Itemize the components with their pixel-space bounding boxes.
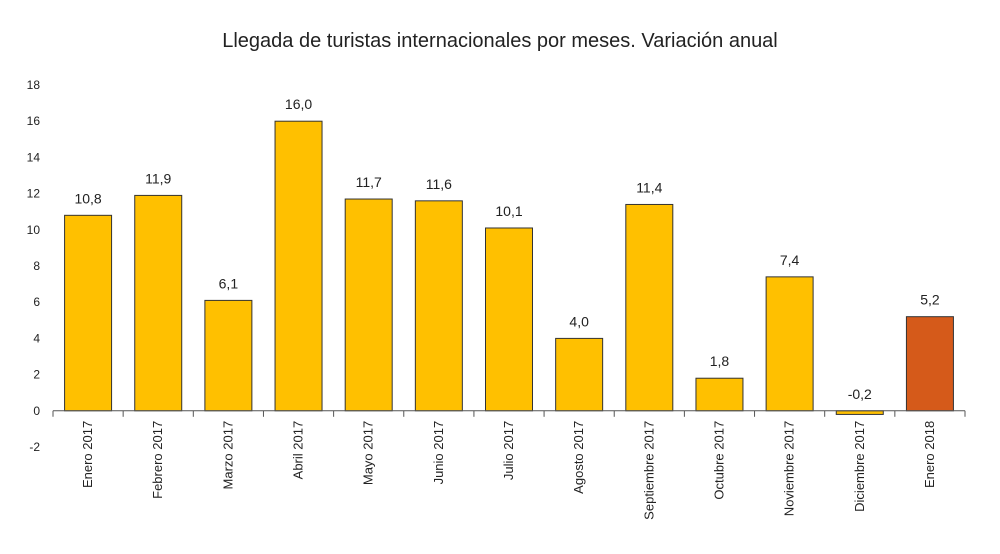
- y-tick-label: 16: [27, 114, 41, 128]
- x-tick-label: Abril 2017: [291, 421, 306, 480]
- bar: [905, 316, 954, 412]
- x-tick-label: Febrero 2017: [150, 421, 165, 499]
- x-tick-label: Enero 2018: [922, 421, 937, 488]
- bar: [414, 200, 463, 412]
- x-tick-label: Diciembre 2017: [852, 421, 867, 512]
- x-tick-label: Julio 2017: [501, 421, 516, 480]
- x-tick-label: Mayo 2017: [361, 421, 376, 485]
- data-label: 6,1: [219, 275, 239, 291]
- y-tick-label: 18: [27, 78, 41, 92]
- bar: [485, 227, 533, 412]
- x-tick-label: Noviembre 2017: [782, 421, 797, 516]
- bar: [765, 276, 814, 412]
- chart-title: Llegada de turistas internacionales por …: [222, 30, 778, 52]
- x-tick-label: Agosto 2017: [571, 421, 586, 494]
- bar: [344, 198, 393, 412]
- data-label: 11,4: [636, 179, 662, 195]
- bar: [64, 214, 113, 412]
- y-tick-label: 12: [27, 187, 41, 201]
- data-label: 16,0: [285, 96, 312, 112]
- x-tick-label: Octubre 2017: [711, 421, 726, 500]
- y-tick-label: 4: [33, 331, 40, 345]
- y-tick-label: 2: [33, 368, 40, 382]
- data-label: -0,2: [848, 386, 872, 402]
- data-label: 11,9: [145, 170, 171, 186]
- data-label: 11,7: [356, 174, 382, 190]
- data-label: 7,4: [780, 252, 800, 268]
- data-label: 1,8: [710, 353, 730, 369]
- bar: [695, 377, 744, 412]
- y-tick-label: 14: [27, 150, 41, 164]
- bar: [625, 203, 674, 412]
- y-tick-label: 6: [33, 295, 40, 309]
- x-tick-label: Septiembre 2017: [641, 421, 656, 520]
- bar: [835, 410, 884, 415]
- x-tick-label: Marzo 2017: [220, 421, 235, 490]
- data-label: 5,2: [920, 292, 940, 308]
- bar: [555, 337, 604, 412]
- y-tick-label: 8: [33, 259, 40, 273]
- bar: [204, 299, 253, 412]
- y-tick-label: 10: [27, 223, 41, 237]
- bar: [274, 120, 323, 412]
- x-tick-label: Enero 2017: [80, 421, 95, 488]
- data-label: 10,1: [495, 203, 522, 219]
- bar: [134, 194, 183, 412]
- y-tick-label: 0: [33, 404, 40, 418]
- data-label: 4,0: [569, 313, 589, 329]
- data-label: 10,8: [74, 190, 101, 206]
- x-tick-label: Junio 2017: [431, 421, 446, 485]
- y-tick-label: -2: [29, 440, 40, 454]
- data-label: 11,6: [426, 176, 452, 192]
